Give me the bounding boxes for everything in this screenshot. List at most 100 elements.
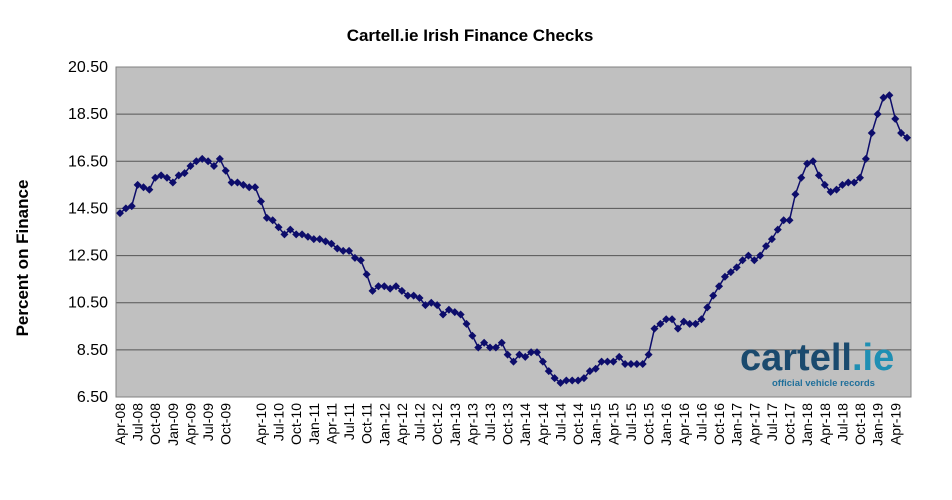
data-point xyxy=(380,282,389,291)
data-point xyxy=(127,202,136,211)
data-point xyxy=(162,173,171,182)
x-tick-label: Jul-14 xyxy=(552,403,568,441)
data-point xyxy=(850,178,859,187)
data-point xyxy=(820,180,829,189)
data-point xyxy=(638,360,647,368)
data-point xyxy=(644,350,653,359)
x-tick-label: Apr-15 xyxy=(605,403,621,445)
data-point xyxy=(397,286,406,295)
data-point xyxy=(668,315,677,324)
data-point xyxy=(262,213,271,222)
data-point xyxy=(256,197,265,206)
x-tick-label: Oct-15 xyxy=(641,403,657,445)
data-point xyxy=(356,256,365,265)
x-tick-label: Jan-15 xyxy=(588,403,604,446)
data-point xyxy=(209,162,218,170)
data-point xyxy=(204,157,213,166)
data-point xyxy=(497,338,506,347)
data-point xyxy=(650,324,659,333)
data-point xyxy=(609,357,618,366)
data-point xyxy=(544,367,553,376)
data-point xyxy=(415,294,424,302)
data-point xyxy=(374,282,383,291)
data-point xyxy=(603,357,612,366)
x-tick-label: Jul-10 xyxy=(271,403,287,441)
gridlines xyxy=(116,113,911,351)
data-point xyxy=(509,357,518,366)
x-tick-label: Apr-18 xyxy=(817,403,833,445)
data-point xyxy=(591,364,600,373)
data-point xyxy=(785,216,794,225)
data-point xyxy=(468,331,477,340)
x-tick-label: Apr-11 xyxy=(323,403,339,444)
data-point xyxy=(626,360,635,368)
data-point xyxy=(685,319,694,328)
data-point xyxy=(433,301,442,310)
x-tick-label: Apr-19 xyxy=(887,403,903,445)
x-tick-label: Apr-08 xyxy=(112,403,128,445)
data-point xyxy=(726,268,735,277)
y-axis-ticks: 6.50 8.50 10.50 12.50 14.50 16.50 18.50 20.50 xyxy=(68,59,108,406)
x-tick-label: Jul-11 xyxy=(341,403,357,440)
y-tick-label: 20.50 xyxy=(68,59,108,76)
y-tick-label: 14.50 xyxy=(68,200,108,217)
data-point xyxy=(691,319,700,328)
data-point xyxy=(145,185,154,194)
logo-tagline: official vehicle records xyxy=(772,378,875,389)
data-point xyxy=(873,110,882,119)
data-point xyxy=(597,357,606,366)
data-point xyxy=(268,216,277,225)
data-point xyxy=(579,374,588,383)
data-point xyxy=(903,133,911,142)
data-point xyxy=(861,154,870,163)
data-point xyxy=(245,183,254,192)
data-point xyxy=(444,305,453,314)
x-tick-label: Oct-13 xyxy=(500,403,516,445)
y-tick-label: 16.50 xyxy=(68,153,108,170)
data-point xyxy=(439,310,448,319)
data-point xyxy=(656,319,665,328)
x-tick-label: Oct-12 xyxy=(429,403,445,445)
data-point xyxy=(215,154,224,163)
x-axis-ticks: Apr-08 Jul-08 Oct-08 Jan-09 Apr-09 Jul-09 Oct-… xyxy=(112,403,903,446)
data-point xyxy=(239,180,248,189)
data-point xyxy=(826,187,835,196)
data-point xyxy=(192,157,201,166)
x-tick-label: Jan-09 xyxy=(165,403,181,446)
data-point xyxy=(803,159,812,168)
data-point xyxy=(421,301,430,310)
data-point xyxy=(309,235,318,244)
data-point xyxy=(450,308,459,317)
x-tick-label: Apr-16 xyxy=(676,403,692,445)
y-tick-label: 12.50 xyxy=(68,248,108,265)
y-tick-label: 6.50 xyxy=(77,389,108,406)
data-point xyxy=(227,178,236,187)
data-point xyxy=(797,173,806,182)
x-tick-label: Apr-13 xyxy=(464,403,480,445)
data-point xyxy=(327,239,336,248)
x-tick-label: Oct-16 xyxy=(711,403,727,445)
data-point xyxy=(139,183,148,192)
data-point xyxy=(879,93,888,102)
data-point xyxy=(427,298,436,307)
x-tick-label: Oct-08 xyxy=(147,403,163,445)
data-point xyxy=(321,237,330,246)
data-point xyxy=(767,235,776,244)
logo-wordmark: cartell.ie xyxy=(740,337,894,379)
data-point xyxy=(574,376,583,385)
x-tick-label: Jan-14 xyxy=(517,403,533,446)
x-tick-label: Jan-18 xyxy=(799,403,815,446)
data-point xyxy=(527,348,536,357)
chart-title: Cartell.ie Irish Finance Checks xyxy=(347,26,594,45)
data-point xyxy=(550,374,559,383)
data-point xyxy=(362,270,371,279)
data-point xyxy=(791,190,800,199)
data-point xyxy=(762,242,771,251)
x-tick-label: Jan-17 xyxy=(729,403,745,446)
x-tick-label: Oct-09 xyxy=(218,403,234,445)
x-tick-label: Apr-14 xyxy=(535,403,551,445)
data-point xyxy=(121,204,130,213)
data-point xyxy=(632,360,641,368)
data-point xyxy=(303,232,312,241)
